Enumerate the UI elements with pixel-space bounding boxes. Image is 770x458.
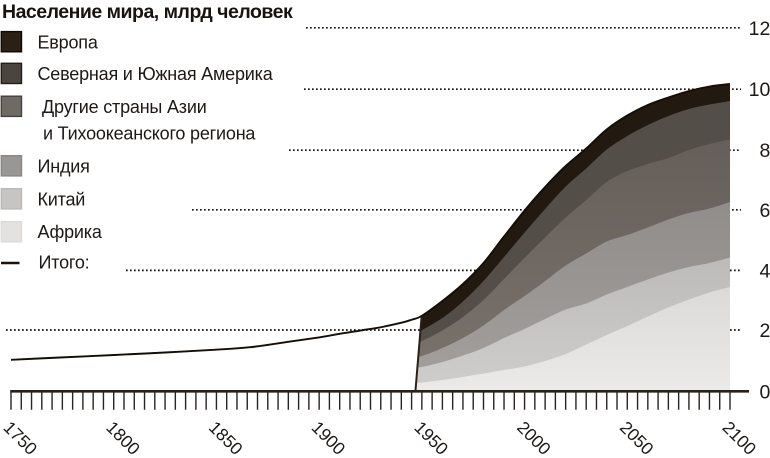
svg-text:Население мира, млрд человек: Население мира, млрд человек	[2, 1, 293, 23]
svg-text:2: 2	[759, 320, 770, 342]
svg-text:Африка: Африка	[38, 222, 103, 242]
svg-text:Северная и Южная Америка: Северная и Южная Америка	[38, 64, 274, 84]
svg-text:Другие страны Азии: Другие страны Азии	[42, 97, 207, 117]
svg-text:Итого:: Итого:	[39, 253, 90, 273]
svg-text:Китай: Китай	[38, 189, 86, 209]
svg-text:8: 8	[759, 140, 770, 162]
svg-text:Европа: Европа	[38, 32, 99, 52]
svg-text:10: 10	[749, 79, 770, 101]
svg-text:6: 6	[759, 200, 770, 222]
svg-text:12: 12	[749, 18, 770, 40]
svg-text:и Тихоокеанского региона: и Тихоокеанского региона	[43, 124, 256, 144]
svg-text:4: 4	[759, 260, 770, 282]
svg-text:0: 0	[759, 381, 770, 403]
svg-text:Индия: Индия	[38, 156, 90, 176]
